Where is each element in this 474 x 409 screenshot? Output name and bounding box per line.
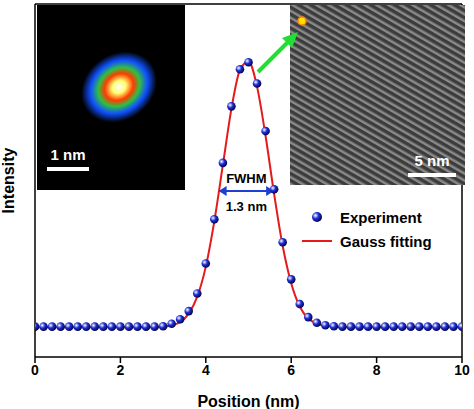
svg-text:4: 4 (202, 362, 210, 378)
html-text:Experiment: Experiment (340, 208, 422, 226)
svg-text:5 nm: 5 nm (414, 152, 449, 169)
svg-text:1.3 nm: 1.3 nm (226, 199, 267, 214)
svg-text:1 nm: 1 nm (50, 146, 85, 163)
html-text:Gauss fitting: Gauss fitting (340, 232, 432, 250)
svg-text:0: 0 (31, 362, 39, 378)
svg-text:8: 8 (373, 362, 381, 378)
svg-text:Intensity: Intensity (0, 148, 17, 214)
svg-text:Position (nm): Position (nm) (197, 393, 299, 409)
svg-text:10: 10 (454, 362, 470, 378)
svg-text:2: 2 (117, 362, 125, 378)
svg-text:6: 6 (287, 362, 295, 378)
svg-text:FWHM: FWHM (226, 171, 266, 186)
